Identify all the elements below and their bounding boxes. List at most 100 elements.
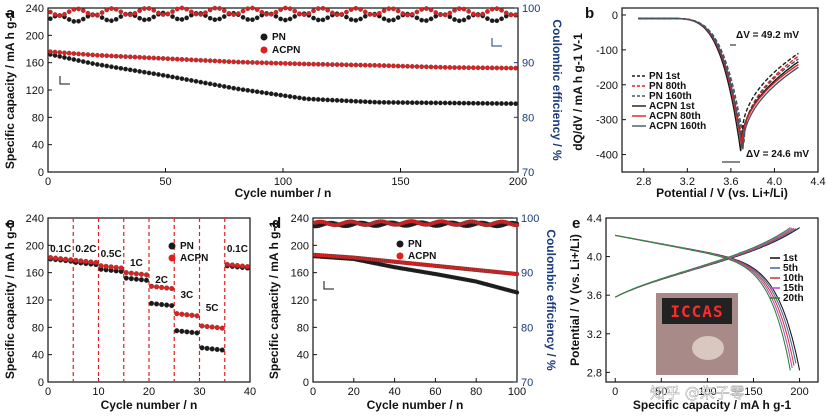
a-point-acpn-capacity bbox=[217, 58, 222, 64]
a-point-acpn-efficiency bbox=[165, 11, 171, 17]
c-point-pn bbox=[123, 275, 129, 281]
panel-a: 0 50 100 150 200 0 40 80 120 160 200 240 70 80 90 100 a… bbox=[3, 3, 564, 200]
a-point-pn-capacity bbox=[231, 85, 236, 91]
a-point-acpn-efficiency bbox=[376, 11, 382, 16]
c-point-pn bbox=[148, 300, 155, 306]
a-point-acpn-efficiency bbox=[423, 6, 429, 11]
a-point-pn-capacity bbox=[287, 94, 293, 99]
a-point-pn-capacity bbox=[165, 73, 171, 79]
a-point-pn-capacity bbox=[113, 65, 119, 70]
a-point-pn-capacity bbox=[217, 83, 222, 88]
a-point-acpn-capacity bbox=[156, 55, 161, 61]
a-point-pn-capacity bbox=[184, 77, 189, 82]
c-point-acpn bbox=[164, 285, 170, 291]
b-ytick-label: -300 bbox=[596, 115, 618, 127]
a-point-pn-capacity bbox=[90, 61, 96, 66]
a-point-acpn-capacity bbox=[320, 62, 326, 67]
c-point-acpn bbox=[148, 283, 155, 289]
a-point-pn-efficiency bbox=[221, 14, 227, 19]
a-point-acpn-capacity bbox=[104, 53, 110, 59]
c-legend: PN ACPN bbox=[168, 241, 208, 264]
e-inset-hand bbox=[692, 336, 724, 360]
b-legend-label: ACPN 160th bbox=[649, 121, 706, 132]
d-xtick-label: 40 bbox=[388, 386, 400, 398]
e-xlabel: Specific capacity / mA h g-1 bbox=[633, 398, 792, 412]
a-point-pn-capacity bbox=[381, 100, 387, 105]
c-point-pn bbox=[138, 277, 144, 283]
a-point-acpn-efficiency bbox=[485, 9, 490, 14]
a-point-pn-efficiency bbox=[348, 17, 354, 22]
c-point-pn bbox=[159, 301, 165, 308]
c-point-acpn bbox=[179, 311, 185, 317]
c-point-acpn bbox=[93, 260, 99, 266]
c-point-acpn bbox=[98, 263, 104, 269]
a-point-acpn-capacity bbox=[118, 54, 124, 59]
c-ytick-label: 0 bbox=[38, 377, 44, 389]
a-ylabel: Specific capacity / mA h g-1 bbox=[3, 11, 17, 170]
a-point-acpn-efficiency bbox=[334, 12, 340, 18]
a-point-acpn-capacity bbox=[146, 55, 152, 61]
a-point-pn-efficiency bbox=[179, 17, 185, 22]
a-point-acpn-capacity bbox=[461, 65, 467, 70]
a-point-acpn-capacity bbox=[179, 57, 185, 62]
a-point-acpn-capacity bbox=[193, 57, 199, 63]
a-point-acpn-efficiency bbox=[358, 7, 363, 12]
a-point-acpn-efficiency bbox=[259, 9, 265, 15]
c-point-acpn bbox=[154, 284, 160, 290]
a-point-acpn-capacity bbox=[268, 60, 274, 66]
c-point-acpn bbox=[184, 312, 190, 318]
a-point-acpn-capacity bbox=[391, 63, 396, 69]
a-point-pn-capacity bbox=[386, 100, 392, 105]
a-point-acpn-capacity bbox=[113, 53, 119, 59]
a-point-pn-capacity bbox=[485, 101, 490, 106]
c-xlabel: Cycle number / n bbox=[101, 398, 198, 412]
a-point-acpn-efficiency bbox=[221, 8, 227, 14]
a-y2tick-label: 80 bbox=[522, 112, 534, 124]
a-point-pn-efficiency bbox=[419, 17, 424, 23]
a-point-acpn-capacity bbox=[503, 65, 509, 71]
a-point-acpn-capacity bbox=[127, 54, 133, 60]
a-point-acpn-capacity bbox=[438, 64, 443, 70]
a-xtick-label: 100 bbox=[274, 176, 292, 188]
a-point-acpn-efficiency bbox=[409, 11, 415, 17]
c-point-acpn bbox=[143, 272, 150, 278]
c-point-acpn bbox=[113, 264, 119, 271]
a-point-acpn-efficiency bbox=[344, 9, 349, 15]
b-xtick-label: 4.4 bbox=[810, 176, 825, 188]
a-point-acpn-efficiency bbox=[395, 8, 401, 14]
a-point-acpn-capacity bbox=[376, 63, 382, 68]
a-point-pn-capacity bbox=[170, 74, 175, 80]
e-ytick-label: 3.6 bbox=[587, 290, 602, 302]
d-y2tick-label: 70 bbox=[521, 377, 533, 389]
a-point-acpn-capacity bbox=[442, 65, 448, 70]
a-point-pn-capacity bbox=[104, 63, 110, 69]
a-point-pn-capacity bbox=[62, 55, 67, 60]
a-point-pn-efficiency bbox=[466, 15, 471, 20]
a-point-pn-capacity bbox=[254, 89, 260, 95]
a-point-pn-capacity bbox=[236, 86, 241, 92]
a-point-pn-capacity bbox=[123, 66, 128, 72]
panel-c-label: c bbox=[6, 215, 14, 232]
a-point-acpn-efficiency bbox=[146, 6, 152, 11]
a-point-pn-efficiency bbox=[423, 18, 429, 23]
a-point-acpn-efficiency bbox=[273, 9, 279, 15]
a-point-acpn-capacity bbox=[362, 62, 368, 68]
b-ytick-label: 0 bbox=[612, 10, 618, 22]
c-point-acpn bbox=[58, 256, 64, 262]
d-xtick-label: 100 bbox=[508, 386, 526, 398]
d-legend-pn-marker bbox=[396, 240, 404, 248]
a-point-pn-capacity bbox=[367, 99, 373, 105]
a-point-acpn-capacity bbox=[95, 52, 100, 58]
c-point-acpn bbox=[199, 323, 205, 329]
a-point-acpn-capacity bbox=[297, 61, 302, 67]
c-point-acpn bbox=[133, 271, 139, 277]
a-point-pn-capacity bbox=[226, 84, 232, 90]
a-point-pn-capacity bbox=[461, 100, 467, 106]
a-point-acpn-capacity bbox=[311, 61, 316, 67]
a-point-acpn-efficiency bbox=[85, 10, 91, 16]
a-point-acpn-efficiency bbox=[184, 6, 189, 12]
a-point-pn-efficiency bbox=[278, 16, 283, 22]
a-point-pn-capacity bbox=[80, 59, 86, 64]
e-xtick-label: 150 bbox=[744, 386, 762, 398]
a-point-acpn-efficiency bbox=[142, 6, 147, 11]
